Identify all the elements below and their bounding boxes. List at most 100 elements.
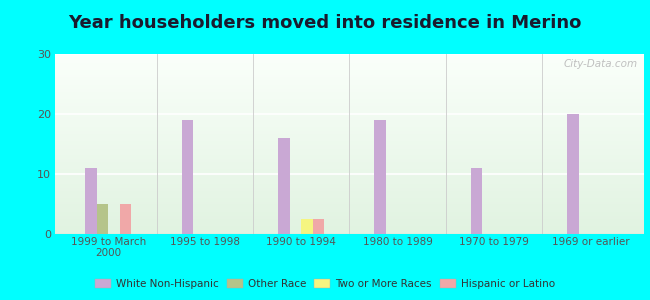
- Bar: [55, 142, 644, 143]
- Bar: [55, 88, 644, 89]
- Bar: [55, 183, 644, 184]
- Bar: [55, 54, 644, 55]
- Bar: [55, 171, 644, 172]
- Bar: [55, 127, 644, 128]
- Bar: [55, 63, 644, 64]
- Bar: [55, 86, 644, 87]
- Bar: [55, 68, 644, 69]
- Bar: [55, 137, 644, 138]
- Bar: [55, 197, 644, 198]
- Bar: [55, 192, 644, 193]
- Bar: [55, 75, 644, 76]
- Bar: [55, 100, 644, 101]
- Bar: [55, 85, 644, 86]
- Bar: [471, 168, 482, 234]
- Bar: [55, 115, 644, 116]
- Bar: [55, 58, 644, 59]
- Bar: [55, 83, 644, 84]
- Bar: [55, 174, 644, 175]
- Bar: [55, 118, 644, 119]
- Bar: [55, 128, 644, 129]
- Bar: [55, 155, 644, 156]
- Bar: [55, 173, 644, 174]
- Bar: [55, 146, 644, 147]
- Bar: [55, 134, 644, 135]
- Bar: [55, 161, 644, 162]
- Bar: [567, 114, 579, 234]
- Bar: [55, 124, 644, 125]
- Bar: [55, 132, 644, 133]
- Bar: [55, 98, 644, 99]
- Bar: [55, 89, 644, 90]
- Bar: [55, 215, 644, 216]
- Bar: [55, 213, 644, 214]
- Bar: [55, 102, 644, 103]
- Bar: [55, 96, 644, 97]
- Bar: [55, 209, 644, 210]
- Bar: [55, 64, 644, 65]
- Bar: [55, 85, 644, 86]
- Bar: [55, 125, 644, 126]
- Bar: [55, 84, 644, 85]
- Bar: [55, 212, 644, 213]
- Bar: [55, 164, 644, 165]
- Bar: [55, 156, 644, 157]
- Bar: [55, 231, 644, 232]
- Bar: [313, 219, 324, 234]
- Bar: [55, 219, 644, 220]
- Bar: [55, 144, 644, 145]
- Bar: [55, 228, 644, 229]
- Bar: [55, 79, 644, 80]
- Bar: [55, 166, 644, 167]
- Bar: [55, 206, 644, 207]
- Bar: [55, 220, 644, 221]
- Bar: [55, 217, 644, 218]
- Bar: [55, 77, 644, 78]
- Bar: [55, 178, 644, 179]
- Bar: [55, 190, 644, 191]
- Bar: [55, 157, 644, 158]
- Bar: [55, 214, 644, 215]
- Bar: [55, 136, 644, 137]
- Bar: [55, 152, 644, 153]
- Legend: White Non-Hispanic, Other Race, Two or More Races, Hispanic or Latino: White Non-Hispanic, Other Race, Two or M…: [91, 275, 559, 293]
- Bar: [55, 224, 644, 225]
- Bar: [55, 149, 644, 150]
- Bar: [55, 202, 644, 203]
- Bar: [55, 72, 644, 73]
- Bar: [55, 187, 644, 188]
- Bar: [55, 55, 644, 56]
- Bar: [55, 195, 644, 196]
- Bar: [55, 226, 644, 227]
- Bar: [55, 151, 644, 152]
- Bar: [55, 154, 644, 155]
- Bar: [55, 138, 644, 139]
- Bar: [55, 230, 644, 231]
- Bar: [55, 177, 644, 178]
- Bar: [55, 170, 644, 171]
- Bar: [55, 60, 644, 61]
- Bar: [55, 179, 644, 180]
- Bar: [55, 112, 644, 113]
- Bar: [55, 216, 644, 217]
- Bar: [55, 211, 644, 212]
- Bar: [55, 207, 644, 208]
- Bar: [85, 168, 97, 234]
- Bar: [55, 110, 644, 111]
- Bar: [55, 160, 644, 161]
- Bar: [55, 210, 644, 211]
- Bar: [55, 150, 644, 151]
- Bar: [55, 131, 644, 132]
- Bar: [55, 71, 644, 72]
- Bar: [55, 203, 644, 204]
- Bar: [55, 91, 644, 92]
- Bar: [55, 139, 644, 140]
- Bar: [55, 227, 644, 228]
- Bar: [55, 196, 644, 197]
- Text: City-Data.com: City-Data.com: [564, 59, 638, 69]
- Bar: [55, 168, 644, 169]
- Bar: [55, 233, 644, 234]
- Bar: [55, 222, 644, 223]
- Bar: [55, 189, 644, 190]
- Bar: [55, 62, 644, 63]
